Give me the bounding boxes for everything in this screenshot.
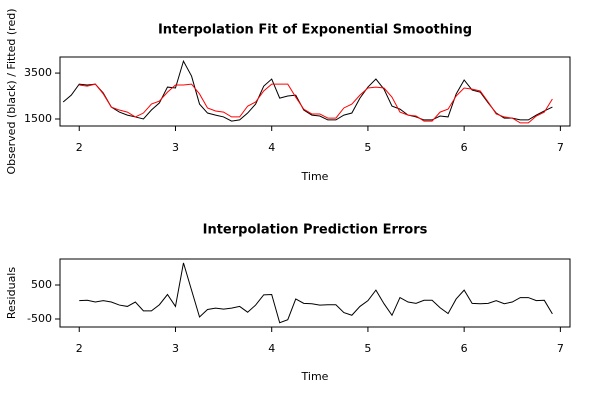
series-line [79, 83, 553, 124]
y-axis-label: Residuals [5, 267, 18, 319]
x-tick-label: 4 [268, 342, 275, 355]
x-axis-label: Time [301, 170, 329, 183]
x-tick-label: 7 [557, 342, 564, 355]
x-tick-label: 3 [172, 342, 179, 355]
x-tick-label: 7 [557, 141, 564, 154]
x-tick-label: 2 [76, 141, 83, 154]
plot-frame [59, 56, 571, 127]
y-axis-label: Observed (black) / Fitted (red) [5, 9, 18, 175]
chart-title: Interpolation Prediction Errors [203, 223, 428, 238]
y-tick-label: 3500 [24, 66, 52, 79]
y-tick-label: -500 [27, 312, 52, 325]
x-tick-label: 2 [76, 342, 83, 355]
x-axis-label: Time [301, 370, 329, 383]
x-tick-label: 3 [172, 141, 179, 154]
x-tick-label: 6 [461, 342, 468, 355]
series-line [62, 59, 553, 122]
x-tick-label: 5 [364, 141, 371, 154]
x-tick-label: 5 [364, 342, 371, 355]
x-tick-label: 4 [268, 141, 275, 154]
series-line [79, 262, 553, 324]
chart-title: Interpolation Fit of Exponential Smoothi… [158, 23, 472, 38]
y-tick-label: 1500 [24, 112, 52, 125]
plot-frame [59, 258, 571, 328]
x-tick-label: 6 [461, 141, 468, 154]
y-tick-label: 500 [31, 278, 52, 291]
